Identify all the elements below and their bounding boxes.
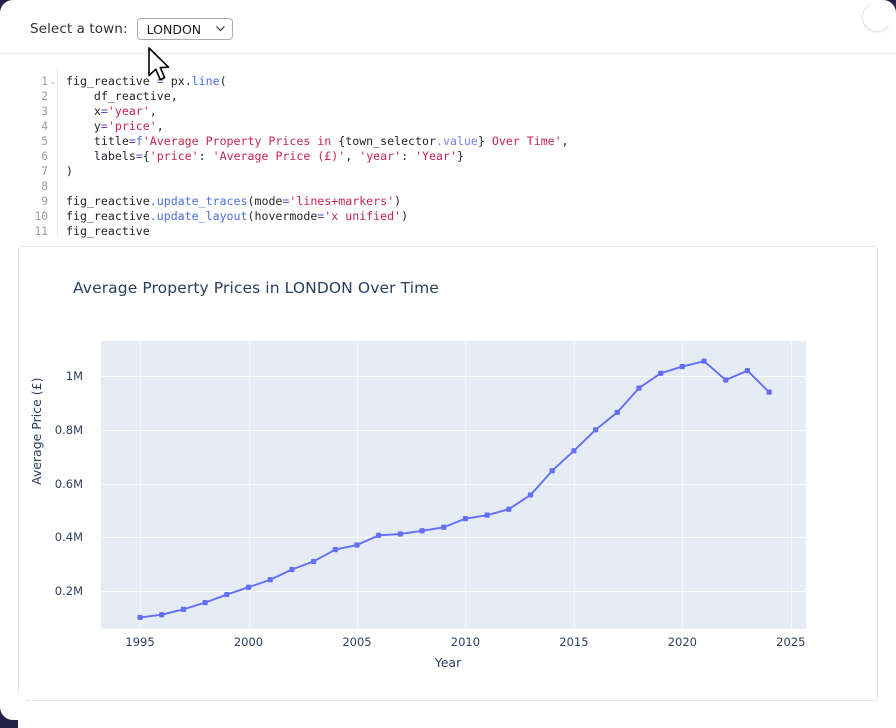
y-gridline [101, 537, 806, 539]
code-line-text: x='year', [66, 104, 157, 119]
code-line-number: 7 [41, 165, 48, 179]
window-frame-corner-top-left [0, 0, 26, 26]
y-axis-tick-label: 1M [65, 368, 83, 383]
y-axis-tick-label: 0.4M [54, 530, 83, 545]
x-gridline [465, 341, 467, 629]
plotly-chart-card: Average Property Prices in LONDON Over T… [18, 246, 878, 701]
code-line-number: 6 [41, 150, 48, 164]
x-axis-tick-label: 2000 [233, 635, 264, 649]
x-axis-tick-label: 2020 [667, 635, 697, 649]
y-gridline [101, 483, 806, 485]
x-axis-title: Year [434, 655, 462, 670]
code-line-number: 9 [41, 195, 48, 209]
x-axis-tick-label: 1995 [125, 635, 155, 649]
y-axis-title: Average Price (£) [29, 377, 44, 485]
code-line: 8 [22, 179, 896, 194]
plot-area-background [101, 341, 806, 629]
town-select[interactable]: LONDON [136, 18, 233, 40]
code-line-number: 8 [41, 180, 48, 194]
code-line-text: fig_reactive.update_layout(hovermode='x … [66, 209, 409, 224]
x-gridline [140, 341, 142, 629]
code-line: 5 title=f'Average Property Prices in {to… [22, 134, 896, 149]
y-gridline [101, 591, 806, 593]
code-line-number: 5 [41, 135, 48, 149]
x-axis-tick-label: 2015 [559, 635, 589, 649]
code-line-number: 2 [41, 90, 48, 104]
code-line: 2 df_reactive, [22, 89, 896, 104]
y-axis-tick-label: 0.2M [54, 584, 83, 599]
code-line-text: labels={'price': 'Average Price (£)', 'y… [66, 149, 464, 164]
code-line-text: fig_reactive [66, 224, 150, 239]
code-line-text: title=f'Average Property Prices in {town… [66, 134, 569, 149]
code-cell[interactable]: 1 ⌄ fig_reactive = px.line(2 df_reactive, 3… [0, 66, 896, 244]
y-gridline [101, 375, 806, 377]
code-line-number: 4 [41, 120, 48, 134]
x-gridline [248, 341, 250, 629]
y-axis-tick-label: 0.8M [54, 422, 83, 437]
code-line-text: ) [66, 164, 73, 179]
code-line-number: 3 [41, 105, 48, 119]
x-gridline [682, 341, 684, 629]
code-line-text: df_reactive, [66, 89, 178, 104]
code-line-text: y='price', [66, 119, 164, 134]
code-line: 1 ⌄ fig_reactive = px.line( [22, 74, 896, 89]
x-gridline [573, 341, 575, 629]
x-axis-tick-label: 2010 [450, 635, 481, 649]
code-fold-toggle-icon[interactable]: ⌄ [49, 77, 56, 86]
code-line: 9 fig_reactive.update_traces(mode='lines+… [22, 194, 896, 209]
code-line-text: fig_reactive.update_traces(mode='lines+m… [66, 194, 402, 209]
window-frame-corner-top-right [870, 0, 896, 26]
code-line: 3 x='year', [22, 104, 896, 119]
x-gridline [790, 341, 792, 629]
town-selector-group: Select a town: LONDON [30, 18, 233, 40]
window-frame-corner-bottom-left [0, 694, 26, 728]
code-line-number: 10 [34, 210, 48, 224]
code-line: 4 y='price', [22, 119, 896, 134]
town-selector-label: Select a town: [30, 21, 128, 37]
code-gutter-divider [57, 68, 58, 238]
y-gridline [101, 429, 806, 431]
code-line-number: 11 [34, 225, 48, 239]
code-line-text: fig_reactive = px.line( [66, 74, 227, 88]
code-line: 11 fig_reactive [22, 224, 896, 239]
x-gridline [356, 341, 358, 629]
code-line: 7) [22, 164, 896, 179]
app-toolbar: Select a town: LONDON [0, 0, 896, 54]
code-lines: 1 ⌄ fig_reactive = px.line(2 df_reactive, 3… [22, 74, 896, 240]
code-line-text [57, 179, 73, 194]
code-line: 6 labels={'price': 'Average Price (£)', … [22, 149, 896, 164]
y-axis-tick-label: 0.6M [54, 476, 83, 491]
town-select-wrapper[interactable]: LONDON [136, 18, 233, 40]
x-axis-tick-label: 2025 [776, 635, 806, 649]
chart-title: Average Property Prices in LONDON Over T… [73, 279, 439, 297]
code-line: 10 fig_reactive.update_layout(hovermode='… [22, 209, 896, 224]
code-line-number: 1 [41, 75, 48, 88]
x-axis-tick-label: 2005 [342, 635, 372, 649]
